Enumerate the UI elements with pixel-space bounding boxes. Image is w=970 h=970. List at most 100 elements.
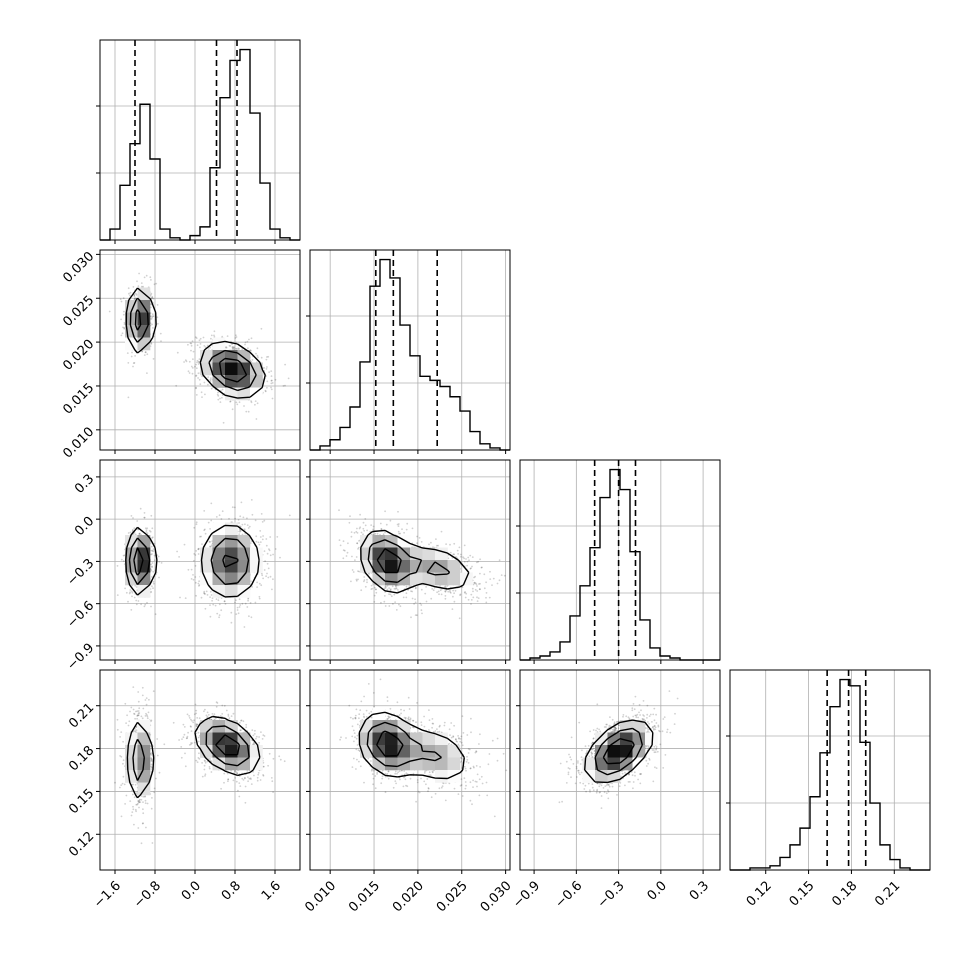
sample-point <box>190 568 193 571</box>
histogram-panel-3 <box>726 669 931 874</box>
sample-point <box>195 723 198 725</box>
sample-point <box>131 529 134 531</box>
sample-point <box>204 532 207 535</box>
density-cell <box>250 547 263 561</box>
sample-point <box>132 805 134 808</box>
sample-point <box>204 528 206 531</box>
sample-point <box>133 796 136 799</box>
sample-point <box>239 729 242 732</box>
sample-point <box>223 600 226 603</box>
density-cell <box>212 350 226 363</box>
sample-point <box>221 396 223 399</box>
sample-point <box>150 753 153 756</box>
sample-point <box>270 382 273 385</box>
sample-point <box>135 599 138 602</box>
sample-point <box>262 535 264 537</box>
sample-point <box>203 592 206 595</box>
sample-point <box>140 285 143 288</box>
sample-point <box>131 351 133 354</box>
panel-frame <box>729 669 931 871</box>
sample-point <box>142 795 145 798</box>
sample-point <box>235 336 238 338</box>
sample-point <box>414 601 417 604</box>
sample-point <box>135 586 138 588</box>
sample-point <box>239 529 241 532</box>
sample-point <box>150 719 153 722</box>
sample-point <box>151 536 154 539</box>
sample-point <box>261 738 264 740</box>
sample-point <box>363 576 366 578</box>
sample-point <box>249 777 252 780</box>
sample-point <box>186 737 188 739</box>
sample-point <box>197 553 200 555</box>
sample-point <box>257 772 260 774</box>
sample-point <box>236 403 239 406</box>
sample-point <box>136 803 139 806</box>
sample-point <box>135 726 138 728</box>
sample-point <box>150 341 153 344</box>
sample-point <box>189 725 192 728</box>
histogram-panel-0 <box>96 39 301 244</box>
sample-point <box>180 756 183 759</box>
sample-point <box>210 377 212 379</box>
sample-point <box>240 501 243 504</box>
sample-point <box>272 791 274 793</box>
sample-point <box>250 616 253 619</box>
sample-point <box>172 721 175 724</box>
sample-point <box>208 540 211 543</box>
sample-point <box>223 600 226 603</box>
sample-point <box>204 775 206 777</box>
sample-point <box>181 738 183 740</box>
sample-point <box>246 769 249 772</box>
sample-point <box>196 359 199 362</box>
sample-point <box>255 735 258 738</box>
sample-point <box>260 356 263 359</box>
sample-point <box>264 389 267 392</box>
sample-point <box>153 791 156 794</box>
sample-point <box>213 718 216 721</box>
sample-point <box>397 530 400 533</box>
sample-point <box>266 380 269 383</box>
sample-point <box>246 517 248 520</box>
sample-point <box>250 400 253 402</box>
sample-point <box>247 780 250 783</box>
sample-point <box>198 584 201 586</box>
sample-point <box>138 532 141 535</box>
sample-point <box>221 388 224 391</box>
sample-point <box>231 346 234 349</box>
sample-point <box>248 338 250 341</box>
sample-point <box>239 529 242 532</box>
sample-point <box>203 764 206 767</box>
sample-point <box>227 713 230 716</box>
sample-point <box>204 760 206 763</box>
sample-point <box>245 410 248 413</box>
contour-level-2 <box>134 309 248 383</box>
sample-point <box>196 361 198 364</box>
sample-point <box>347 542 349 545</box>
sample-point <box>214 604 217 607</box>
sample-point <box>270 388 273 391</box>
sample-point <box>124 587 126 590</box>
sample-point <box>145 274 148 277</box>
sample-point <box>414 598 416 601</box>
sample-point <box>257 356 259 359</box>
sample-point <box>248 615 250 618</box>
sample-point <box>238 533 241 535</box>
sample-point <box>131 595 133 598</box>
sample-point <box>178 556 180 558</box>
sample-point <box>150 549 153 552</box>
sample-point <box>265 544 268 547</box>
sample-point <box>391 585 394 588</box>
sample-point <box>241 523 244 526</box>
sample-point <box>253 774 255 777</box>
sample-point <box>131 591 134 594</box>
sample-point <box>131 811 134 813</box>
sample-point <box>156 754 159 757</box>
sample-point <box>210 387 213 390</box>
density-cell <box>225 745 238 758</box>
sample-point <box>140 842 143 845</box>
sample-point <box>142 822 144 824</box>
sample-point <box>198 358 201 360</box>
density-content <box>310 460 510 660</box>
sample-point <box>150 807 153 810</box>
